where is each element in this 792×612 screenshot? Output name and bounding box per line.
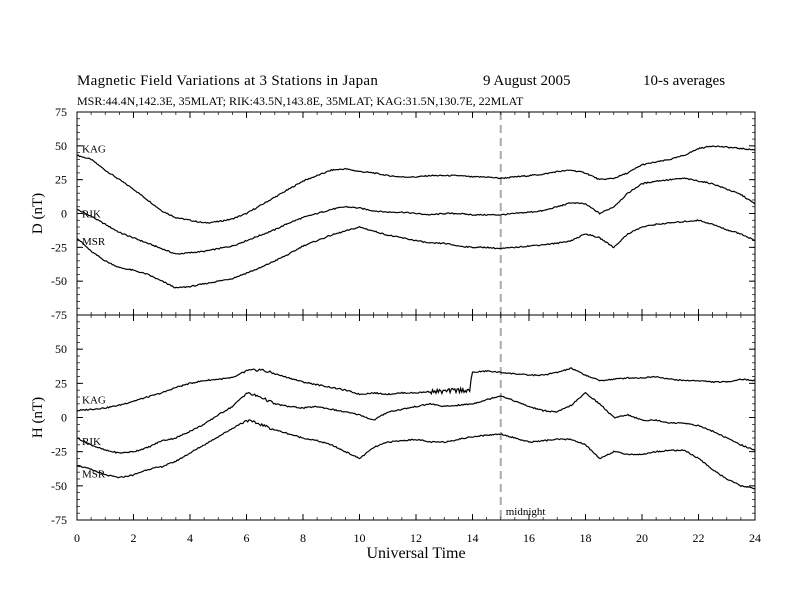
x-tick-label: 10 bbox=[354, 531, 366, 545]
y-axis-label: H (nT) bbox=[30, 397, 46, 438]
series-msr-trace bbox=[76, 419, 756, 490]
y-tick-label: 25 bbox=[55, 376, 67, 390]
chart-averaging: 10-s averages bbox=[643, 73, 726, 89]
x-tick-label: 20 bbox=[636, 531, 648, 545]
panel-frame bbox=[76, 314, 756, 521]
x-tick-label: 18 bbox=[580, 531, 592, 545]
x-tick-label: 22 bbox=[693, 531, 705, 545]
y-tick-label: 75 bbox=[55, 105, 67, 119]
x-tick-label: 16 bbox=[523, 531, 535, 545]
y-tick-label: -50 bbox=[51, 274, 67, 288]
station-info: MSR:44.4N,142.3E, 35MLAT; RIK:43.5N,143.… bbox=[77, 94, 524, 108]
y-tick-label: 0 bbox=[61, 411, 67, 425]
x-tick-label: 6 bbox=[244, 531, 250, 545]
series-label-rik: RIK bbox=[82, 208, 101, 220]
y-tick-label: -75 bbox=[51, 308, 67, 322]
x-tick-label: 0 bbox=[74, 531, 80, 545]
series-rik-trace bbox=[76, 391, 756, 454]
y-tick-label: -50 bbox=[51, 479, 67, 493]
y-tick-label: -25 bbox=[51, 240, 67, 254]
panel-D: -75 -50 -25 0 25 50 75 D (nT) KAG RIK MSR bbox=[30, 105, 756, 322]
series-label-msr: MSR bbox=[82, 468, 106, 480]
x-tick-label: 12 bbox=[410, 531, 422, 545]
series-kag-trace bbox=[76, 367, 756, 412]
midnight-label: midnight bbox=[506, 506, 546, 518]
y-tick-label: 50 bbox=[55, 342, 67, 356]
series-msr-trace bbox=[76, 219, 756, 289]
y-tick-label: 0 bbox=[61, 207, 67, 221]
series-label-kag: KAG bbox=[82, 143, 106, 155]
y-tick-label: -25 bbox=[51, 445, 67, 459]
y-tick-label: 25 bbox=[55, 173, 67, 187]
x-tick-label: 4 bbox=[187, 531, 193, 545]
x-tick-label: 8 bbox=[300, 531, 306, 545]
x-tick-label: 14 bbox=[467, 531, 479, 545]
chart-title: Magnetic Field Variations at 3 Stations … bbox=[77, 73, 379, 89]
x-axis-label: Universal Time bbox=[366, 545, 465, 562]
x-tick-label: 2 bbox=[131, 531, 137, 545]
series-label-msr: MSR bbox=[82, 236, 106, 248]
series-rik-trace bbox=[76, 177, 756, 255]
y-tick-label: 50 bbox=[55, 139, 67, 153]
y-axis-label: D (nT) bbox=[30, 193, 46, 234]
series-kag-trace bbox=[76, 145, 756, 224]
chart-date: 9 August 2005 bbox=[483, 73, 571, 89]
series-label-kag: KAG bbox=[82, 395, 106, 407]
y-tick-label: -75 bbox=[51, 513, 67, 527]
x-tick-label: 24 bbox=[749, 531, 761, 545]
series-label-rik: RIK bbox=[82, 436, 101, 448]
